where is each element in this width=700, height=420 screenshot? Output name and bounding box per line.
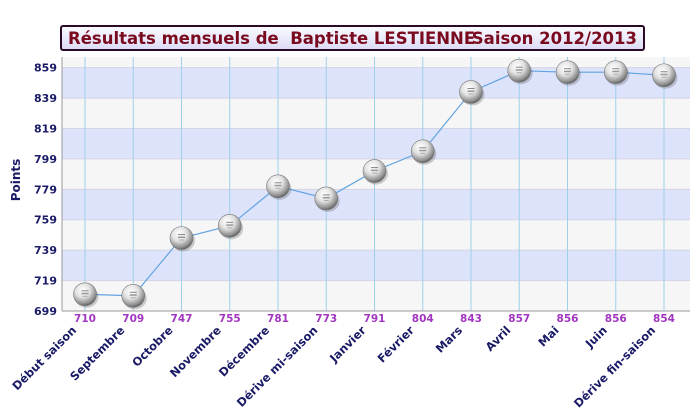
data-value-label: 856 bbox=[605, 313, 627, 325]
data-value-label: 710 bbox=[74, 313, 96, 325]
marker-detail bbox=[130, 297, 136, 299]
x-tick-label: Janvier bbox=[326, 323, 369, 366]
marker-detail bbox=[226, 221, 234, 223]
y-tick-label: 719 bbox=[34, 275, 57, 288]
marker-detail bbox=[467, 87, 475, 89]
marker-detail bbox=[81, 292, 89, 295]
chart-title: Résultats mensuels de Baptiste LESTIENNE bbox=[68, 29, 476, 48]
x-tick-label: Février bbox=[375, 323, 417, 365]
plot-band bbox=[62, 98, 690, 129]
data-value-label: 781 bbox=[267, 313, 289, 325]
plot-band bbox=[62, 250, 690, 281]
y-tick-label: 799 bbox=[34, 153, 57, 166]
y-tick-label: 859 bbox=[34, 62, 57, 75]
marker-detail bbox=[323, 199, 329, 201]
y-tick-label: 839 bbox=[34, 92, 57, 105]
marker-detail bbox=[81, 290, 89, 292]
marker-detail bbox=[612, 70, 620, 73]
marker-detail bbox=[227, 227, 233, 229]
plot-band bbox=[62, 128, 690, 159]
marker-detail bbox=[660, 71, 668, 73]
marker-detail bbox=[516, 72, 522, 74]
x-tick-label: Mai bbox=[535, 323, 561, 349]
data-value-label: 843 bbox=[460, 313, 482, 325]
data-value-label: 856 bbox=[557, 313, 579, 325]
x-tick-label: Mars bbox=[433, 323, 465, 355]
plot-band bbox=[62, 280, 690, 311]
plot-band bbox=[62, 219, 690, 251]
chart-title-box: Résultats mensuels de Baptiste LESTIENNE… bbox=[60, 25, 645, 51]
marker-detail bbox=[129, 294, 137, 296]
marker-detail bbox=[226, 224, 234, 226]
x-tick-label: Dérive mi-saison bbox=[234, 323, 321, 410]
x-tick-label: Avril bbox=[483, 323, 514, 354]
marker-detail bbox=[515, 69, 523, 71]
data-value-label: 854 bbox=[653, 313, 675, 325]
marker-detail bbox=[420, 152, 426, 154]
marker-detail bbox=[564, 70, 571, 73]
marker-detail bbox=[419, 147, 427, 149]
marker-detail bbox=[372, 172, 377, 174]
data-value-label: 857 bbox=[508, 313, 530, 325]
season-label: Saison 2012/2013 bbox=[471, 29, 637, 48]
marker-detail bbox=[371, 169, 378, 172]
y-axis-label: Points bbox=[9, 159, 23, 202]
x-tick-label: Dérive fin-saison bbox=[571, 323, 658, 410]
marker-detail bbox=[564, 68, 571, 70]
y-tick-label: 699 bbox=[34, 305, 57, 318]
plot-band bbox=[62, 57, 690, 68]
marker-detail bbox=[179, 239, 184, 241]
x-tick-label: Juin bbox=[582, 323, 610, 351]
y-tick-label: 759 bbox=[34, 214, 57, 227]
marker-detail bbox=[275, 187, 281, 189]
marker-detail bbox=[661, 76, 667, 78]
marker-detail bbox=[467, 90, 475, 92]
y-tick-label: 739 bbox=[34, 244, 57, 257]
y-tick-label: 779 bbox=[34, 183, 57, 196]
marker-detail bbox=[322, 196, 330, 199]
marker-detail bbox=[274, 184, 282, 187]
x-tick-label: Début saison bbox=[9, 323, 79, 393]
data-value-label: 804 bbox=[412, 313, 434, 325]
data-value-label: 773 bbox=[315, 313, 337, 325]
marker-detail bbox=[613, 73, 619, 75]
marker-detail bbox=[612, 68, 620, 70]
marker-detail bbox=[322, 194, 330, 196]
data-value-label: 747 bbox=[171, 313, 193, 325]
marker-detail bbox=[178, 236, 185, 238]
x-tick-label: Octobre bbox=[129, 323, 176, 370]
marker-detail bbox=[82, 295, 88, 297]
x-tick-label: Novembre bbox=[167, 323, 224, 380]
marker-detail bbox=[515, 66, 523, 68]
marker-detail bbox=[274, 182, 282, 184]
plot-band bbox=[62, 189, 690, 220]
marker-detail bbox=[660, 73, 668, 76]
data-value-label: 755 bbox=[219, 313, 241, 325]
marker-detail bbox=[468, 93, 474, 95]
data-value-label: 709 bbox=[122, 313, 144, 325]
y-tick-label: 819 bbox=[34, 122, 57, 135]
data-value-label: 791 bbox=[364, 313, 386, 325]
marker-detail bbox=[565, 73, 570, 75]
marker-detail bbox=[419, 149, 427, 152]
marker-detail bbox=[129, 291, 137, 293]
marker-detail bbox=[178, 233, 185, 235]
marker-detail bbox=[371, 167, 378, 169]
